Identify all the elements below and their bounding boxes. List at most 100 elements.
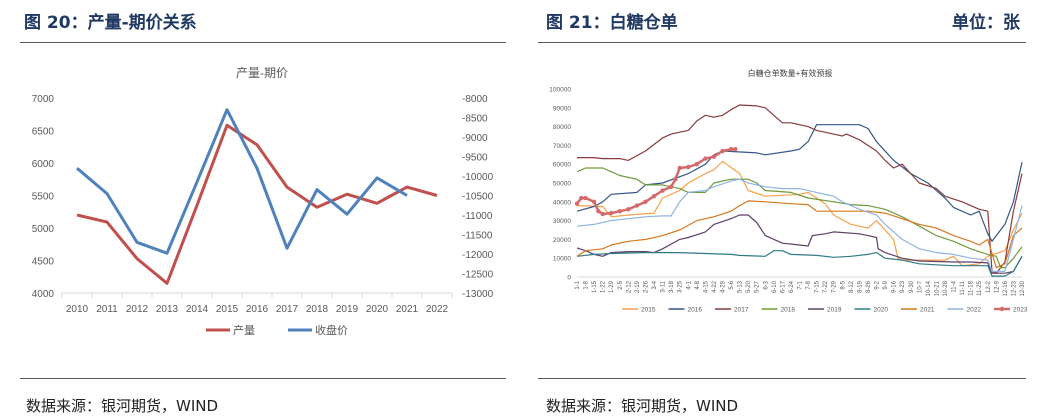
- chart2-x-tick: 11-11: [960, 280, 966, 295]
- chart2-legend-label: 2020: [874, 307, 889, 314]
- chart2-x-tick: 6-3: [763, 280, 769, 289]
- chart2-x-tick: 10-14: [926, 280, 932, 296]
- chart2-x-tick: 3-11: [661, 280, 667, 292]
- chart2-marker-2023: [617, 209, 622, 214]
- chart1-x-tick: 2014: [186, 304, 209, 315]
- chart2-legend-marker: [999, 306, 1005, 312]
- chart2-x-tick: 3-25: [678, 280, 684, 293]
- chart2-legend-label: 2018: [781, 307, 796, 314]
- chart2-marker-2023: [609, 210, 614, 216]
- chart2-marker-2023: [596, 209, 601, 214]
- chart2-x-tick: 9-23: [900, 280, 906, 293]
- chart1-title: 产量-期价: [236, 66, 288, 80]
- chart1-x-tick: 2017: [276, 304, 299, 315]
- chart1-x-tick: 2011: [96, 304, 118, 315]
- right-heading-rule: [538, 42, 1026, 43]
- chart2-series-2016: [576, 124, 1023, 242]
- chart2-x-tick: 7-15: [815, 280, 821, 293]
- chart2-x-tick: 4-29: [720, 280, 726, 293]
- chart1-x-tick: 2020: [366, 304, 389, 315]
- chart2-marker-2023: [591, 199, 597, 204]
- chart2-x-tick: 8-5: [840, 280, 846, 289]
- chart1-y2-tick: -8000: [462, 94, 488, 105]
- chart1-y2-tick: -9000: [462, 133, 488, 144]
- chart2-x-tick: 7-22: [823, 280, 829, 293]
- chart2-legend-label: 2019: [827, 307, 842, 314]
- chart2-x-tick: 5-6: [729, 280, 735, 289]
- chart2-y-tick: 90000: [553, 105, 571, 112]
- chart1-x-tick: 2013: [156, 304, 179, 315]
- chart1-x-tick: 2010: [66, 304, 89, 315]
- chart1-y2-tick: -12500: [462, 270, 494, 281]
- chart2-x-tick: 10-7: [917, 280, 923, 293]
- left-heading-rule: [20, 42, 506, 43]
- chart2-marker-2023: [643, 199, 648, 204]
- chart2-x-tick: 8-26: [866, 280, 872, 293]
- chart2-x-tick: 9-30: [909, 280, 915, 293]
- chart2-x-tick: 5-20: [746, 280, 752, 293]
- chart2-x-tick: 12-9: [994, 280, 1000, 293]
- chart2-marker-2023: [668, 184, 674, 189]
- chart2-x-tick: 12-16: [1003, 280, 1009, 296]
- chart2-y-tick: 60000: [553, 162, 571, 169]
- chart2-series-2017: [577, 104, 1023, 274]
- chart2-series-2015: [576, 160, 1023, 267]
- chart2-marker-2023: [673, 177, 678, 182]
- chart2-x-tick: 10-28: [943, 280, 949, 296]
- chart1-y-tick: 5500: [32, 192, 55, 203]
- chart1-x-tick: 2022: [426, 304, 449, 315]
- chart2-title: 白糖仓单数量+有效预报: [748, 68, 833, 78]
- chart2-x-tick: 12-2: [986, 280, 992, 293]
- chart2-marker-2023: [720, 148, 725, 154]
- chart2-x-tick: 1-8: [584, 280, 590, 289]
- chart2-y-tick: 30000: [553, 218, 571, 225]
- chart1-x-tick: 2018: [306, 304, 329, 315]
- chart1-y2-tick: -8500: [462, 114, 488, 125]
- chart2-x-tick: 6-10: [772, 280, 778, 293]
- chart2-x-tick: 1-1: [575, 280, 581, 289]
- chart2-x-tick: 8-12: [849, 280, 855, 293]
- chart2-y-tick: 70000: [553, 143, 571, 150]
- chart2-x-tick: 12-23: [1011, 280, 1017, 296]
- chart2-x-tick: 2-12: [626, 280, 632, 293]
- left-footer-rule: [20, 378, 506, 379]
- chart1-legend-label: 收盘价: [315, 323, 348, 337]
- left-heading: 图 20：产量-期价关系: [24, 13, 197, 33]
- chart1-series-price: [76, 108, 408, 255]
- chart2-x-tick: 3-4: [652, 280, 658, 289]
- chart1-y-tick: 7000: [32, 94, 55, 105]
- chart2-x-tick: 3-18: [669, 280, 675, 293]
- chart2-y-tick: 80000: [553, 124, 571, 131]
- chart1-x-tick: 2016: [246, 304, 269, 315]
- chart2-x-tick: 10-21: [934, 280, 940, 296]
- chart2-marker-2023: [677, 165, 682, 171]
- chart1-y-tick: 4500: [32, 257, 55, 268]
- chart2-legend-label: 2017: [734, 307, 749, 314]
- chart2-x-tick: 4-15: [703, 280, 709, 293]
- chart2-legend-label: 2021: [920, 307, 935, 314]
- chart2-y-tick: 10000: [553, 256, 571, 263]
- chart1-x-tick: 2015: [216, 304, 239, 315]
- chart2-marker-2023: [574, 201, 580, 206]
- right-source: 数据来源：银河期货，WIND: [546, 397, 739, 415]
- left-source: 数据来源：银河期货，WIND: [26, 397, 219, 415]
- chart1-y2-tick: -13000: [462, 289, 494, 300]
- chart2-marker-2023: [728, 146, 734, 152]
- chart1-y2-tick: -11000: [462, 211, 493, 222]
- right-heading: 图 21：白糖仓单: [546, 13, 678, 33]
- chart1-y-tick: 6500: [32, 127, 55, 138]
- chart1-legend-label: 产量: [233, 323, 255, 337]
- chart2-marker-2023: [583, 195, 588, 201]
- chart2-x-tick: 7-8: [806, 280, 812, 289]
- unit-label: 单位：张: [952, 13, 1020, 33]
- chart1-x-tick: 2021: [396, 304, 419, 315]
- chart2-y-tick: 40000: [553, 199, 571, 206]
- chart2-x-tick: 12-30: [1020, 280, 1026, 296]
- chart2-marker-2023: [694, 162, 700, 167]
- chart2-marker-2023: [733, 146, 738, 152]
- chart2-y-tick: 50000: [553, 181, 571, 188]
- chart2-y-tick: 20000: [553, 237, 571, 244]
- chart2-series-2018: [576, 167, 1023, 269]
- chart2-x-tick: 7-29: [832, 280, 838, 293]
